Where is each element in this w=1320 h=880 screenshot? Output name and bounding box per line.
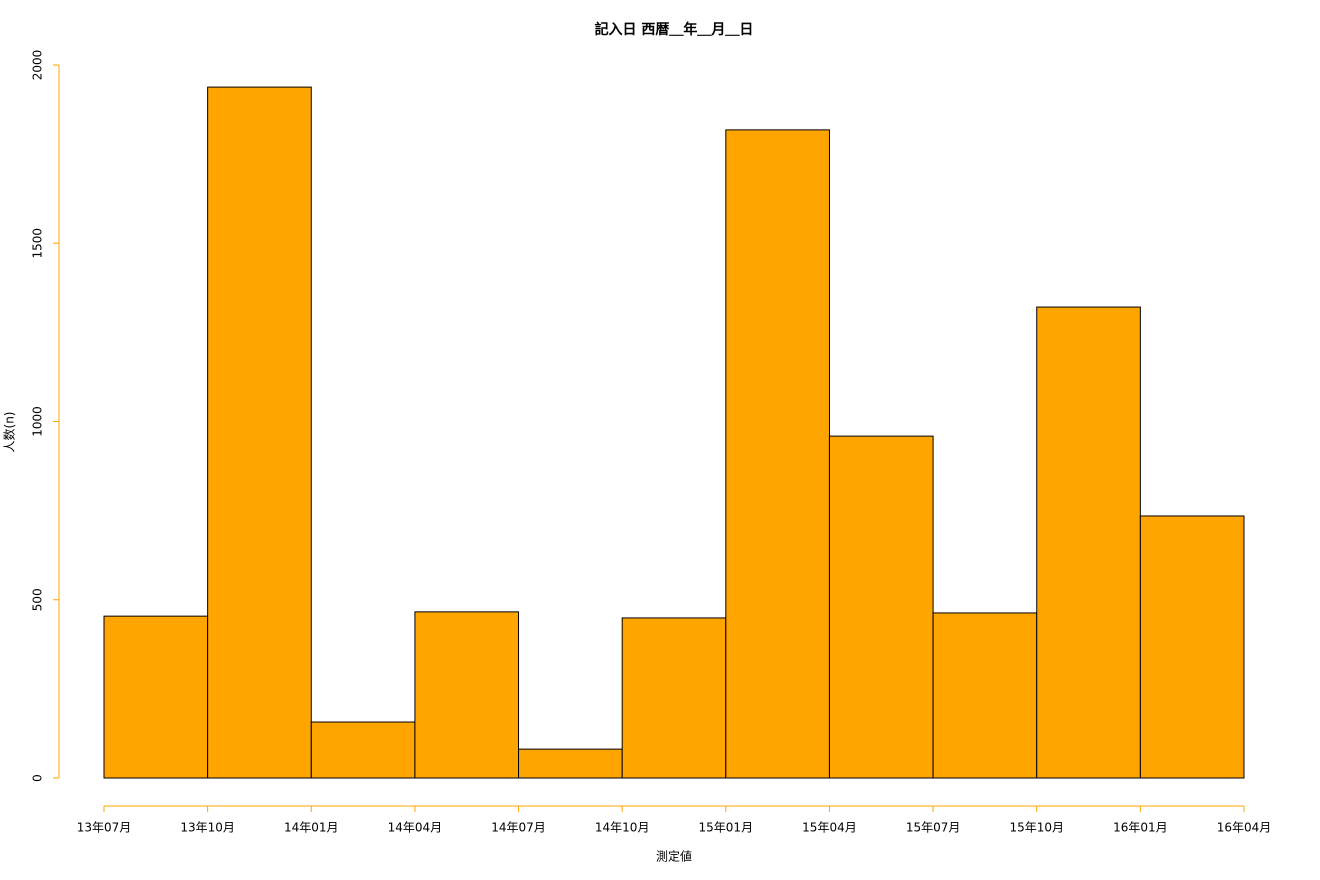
x-tick-label: 15年04月 <box>802 821 857 835</box>
y-tick-label: 1000 <box>31 406 45 437</box>
x-tick-label: 13年07月 <box>77 821 132 835</box>
x-tick-label: 16年01月 <box>1113 821 1168 835</box>
x-tick-label: 14年07月 <box>491 821 546 835</box>
bar <box>103 615 209 779</box>
chart-title: 記入日 西暦＿年＿月＿日 <box>595 21 754 38</box>
x-tick-label: 14年10月 <box>595 821 650 835</box>
x-tick-label: 14年04月 <box>388 821 443 835</box>
y-tick-label: 500 <box>31 588 45 611</box>
bar <box>310 721 416 779</box>
y-tick-label: 0 <box>31 774 45 782</box>
bar <box>1139 515 1245 779</box>
bar <box>518 748 623 779</box>
x-tick-label: 16年04月 <box>1217 821 1272 835</box>
x-tick-label: 15年01月 <box>699 821 754 835</box>
bar <box>828 435 934 779</box>
x-axis-label: 測定値 <box>656 849 692 864</box>
x-tick-label: 13年10月 <box>180 821 235 835</box>
bar <box>932 612 1038 779</box>
y-tick-label: 2000 <box>31 50 45 81</box>
bar <box>414 611 520 779</box>
bar <box>1036 306 1141 779</box>
x-tick-label: 14年01月 <box>284 821 339 835</box>
bar <box>725 129 830 779</box>
bar <box>207 86 312 779</box>
bar <box>621 617 727 779</box>
y-tick-label: 1500 <box>31 228 45 259</box>
y-axis-label: 人数(n) <box>2 412 17 453</box>
x-tick-label: 15年07月 <box>906 821 961 835</box>
x-tick-label: 15年10月 <box>1009 821 1064 835</box>
